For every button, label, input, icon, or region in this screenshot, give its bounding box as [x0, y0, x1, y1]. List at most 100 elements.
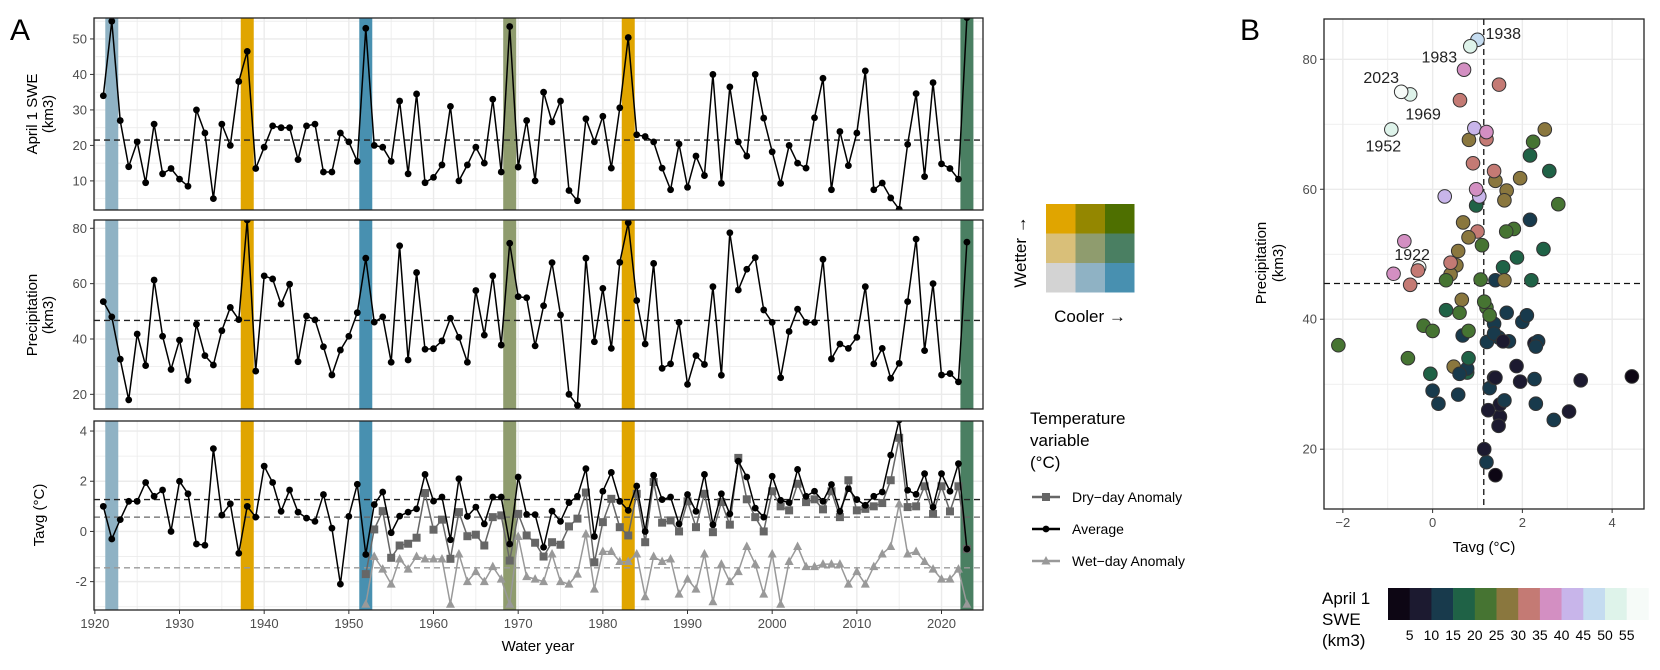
y-tick-label: 40: [73, 67, 87, 82]
data-point: [853, 496, 861, 503]
data-point: [540, 543, 547, 551]
data-point: [650, 138, 658, 146]
data-point: [311, 316, 319, 324]
scatter-point-1958: [1465, 155, 1481, 171]
data-point: [938, 470, 945, 478]
bivariate-cell: [1075, 233, 1105, 263]
scatter-point-2022: [1546, 412, 1562, 428]
data-point: [150, 120, 158, 128]
scatter-point-1986: [1525, 134, 1541, 150]
data-point: [853, 333, 861, 341]
data-point: [860, 579, 870, 588]
data-point: [421, 345, 429, 353]
data-point: [125, 497, 133, 505]
data-point: [675, 520, 683, 528]
colorbar-bin: [1539, 588, 1562, 620]
data-point: [811, 487, 818, 495]
scatter-point-1977: [1488, 467, 1503, 483]
colorbar-title-line2: SWE: [1322, 610, 1361, 629]
data-point: [472, 287, 480, 294]
data-point: [742, 541, 752, 550]
panel-a-legends: [1032, 204, 1135, 565]
y-tick-label: 4: [80, 424, 87, 439]
data-point: [692, 507, 700, 515]
data-point: [861, 504, 870, 513]
scatter-point-1953: [1473, 272, 1488, 287]
data-point: [734, 286, 742, 294]
scatter-point-1976: [1476, 441, 1492, 457]
y-tick-label: 20: [73, 387, 87, 402]
scatter-point-2019: [1468, 181, 1484, 197]
data-point: [606, 546, 616, 556]
x-tick-label: 4: [1609, 515, 1616, 530]
data-point: [912, 235, 920, 243]
data-point: [218, 327, 226, 335]
data-point: [235, 549, 243, 557]
data-point: [159, 486, 166, 494]
data-point: [963, 18, 971, 22]
data-point: [548, 507, 556, 515]
data-point: [361, 570, 370, 579]
data-point: [827, 487, 836, 496]
data-point: [311, 120, 319, 128]
data-point: [184, 490, 192, 498]
data-point: [633, 482, 641, 490]
data-point: [523, 294, 531, 302]
data-point: [633, 131, 641, 139]
data-point: [894, 498, 904, 508]
data-point: [852, 566, 862, 576]
bivariate-cell: [1075, 204, 1105, 234]
data-point: [353, 157, 361, 165]
data-point: [649, 477, 658, 486]
data-point: [328, 371, 336, 379]
data-point: [395, 541, 404, 550]
y-tick-label: 50: [73, 31, 87, 46]
data-point: [701, 172, 708, 179]
data-point: [828, 355, 835, 363]
bivariate-y-label: Wetter →: [1011, 216, 1030, 287]
data-point: [294, 358, 302, 366]
y-tick-label: 40: [1303, 312, 1317, 327]
y-tick-label: 60: [73, 276, 87, 291]
data-point: [455, 177, 463, 185]
data-point: [574, 492, 581, 500]
data-point: [802, 498, 811, 507]
data-point: [252, 513, 260, 521]
data-point: [759, 589, 769, 598]
legend-key-marker: [1041, 556, 1051, 565]
scatter-point-1991: [1461, 350, 1476, 366]
data-point: [776, 502, 785, 511]
data-point: [828, 481, 835, 488]
x-tick-label: 2: [1519, 515, 1526, 530]
data-point: [412, 551, 422, 561]
data-point: [717, 371, 725, 379]
data-point: [684, 380, 691, 388]
data-point: [497, 493, 505, 501]
data-point: [396, 242, 404, 250]
data-point: [133, 138, 141, 146]
highlight-band-1922: [105, 18, 119, 210]
data-point: [176, 336, 183, 344]
data-point: [683, 574, 693, 583]
scatter-point-1998: [1467, 120, 1482, 136]
data-point: [489, 272, 497, 280]
colorbar-bin: [1496, 588, 1519, 620]
data-point: [700, 489, 709, 498]
data-point: [861, 283, 869, 291]
data-point: [108, 313, 116, 321]
data-point: [836, 507, 844, 515]
data-point: [488, 513, 497, 522]
data-point: [159, 170, 166, 178]
data-point: [667, 493, 674, 501]
data-point: [777, 496, 785, 504]
data-point: [929, 503, 937, 511]
data-point: [438, 493, 446, 501]
data-point: [785, 506, 794, 515]
data-point: [557, 517, 564, 525]
scatter-point-1978: [1537, 122, 1553, 137]
data-point: [632, 489, 641, 498]
scatter-point-1964: [1452, 366, 1467, 382]
data-point: [674, 589, 684, 598]
scatter-point-1942: [1461, 230, 1476, 245]
data-point: [641, 538, 650, 547]
